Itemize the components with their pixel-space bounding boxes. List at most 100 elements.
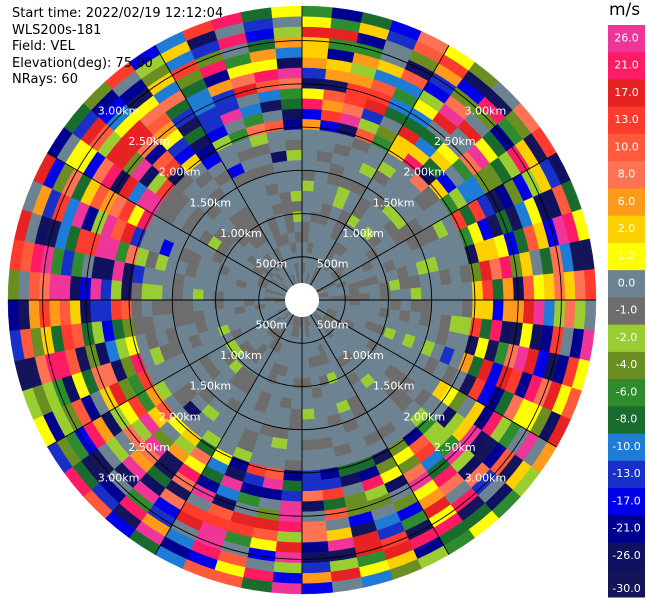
velocity-bin [223,291,235,301]
azimuth-spoke [154,299,303,555]
velocity-bin [522,299,535,325]
velocity-bin [301,159,317,172]
velocity-bin [161,285,174,301]
colorbar-swatch [608,106,645,135]
range-ring-label: 1.00km [342,349,384,362]
velocity-bin [182,274,196,289]
velocity-bin [400,299,412,312]
velocity-bin [441,284,453,301]
velocity-bin [339,294,350,301]
colorbar-swatch [608,542,645,571]
velocity-bin [203,309,216,321]
colorbar: 26.0 21.0 17.0 13.0 10.0 8.0 6.0 2.0 1.0 0.0 -1.0 -… [608,25,645,598]
range-ring-label: 500m [256,257,288,270]
velocity-bin [277,520,303,533]
azimuth-spokes [8,6,596,594]
velocity-bin [359,292,371,301]
velocity-bin [193,310,206,323]
velocity-bin [301,36,330,49]
colorbar-tick-label: 13.0 [614,113,639,126]
velocity-bin [28,271,41,301]
velocity-bin [301,500,325,513]
velocity-bin [301,337,308,348]
velocity-bin [313,180,328,194]
velocity-bin [312,396,325,409]
colorbar-tick-label: 26.0 [614,31,639,44]
colorbar-tick-label: 10.0 [614,140,639,153]
range-ring-label: 3.00km [465,105,507,118]
velocity-bin [243,299,255,307]
velocity-bin [192,288,204,301]
velocity-bin [280,98,303,110]
colorbar-tick-label: -13.0 [612,467,640,480]
nrays-text: NRays: 60 [12,72,78,87]
velocity-bin [161,299,174,315]
velocity-bin [553,272,566,301]
velocity-bin [233,299,245,308]
colorbar-tick-label: -17.0 [612,494,640,507]
velocity-bin [311,386,323,399]
velocity-bin [573,270,586,301]
instrument-text: WLS200s-181 [12,22,102,38]
range-ring-label: 2.00km [404,410,446,423]
range-ring-label: 1.50km [190,196,232,209]
colorbar-tick-label: -10.0 [612,440,640,453]
velocity-bin [293,221,303,233]
colorbar-swatch [608,488,645,516]
velocity-bin [441,299,453,316]
velocity-bin [301,347,309,359]
velocity-bin [543,273,556,301]
colorbar-swatch [608,133,645,162]
velocity-bin [120,299,133,320]
azimuth-spoke [154,45,303,301]
velocity-bin [573,299,586,330]
velocity-bin [301,57,328,70]
velocity-bin [120,280,133,301]
azimuth-spoke [301,152,557,301]
velocity-bin [141,282,153,301]
velocity-bin [583,299,597,331]
colorbar-tick-label: 6.0 [618,195,636,208]
velocity-bin [294,231,303,243]
range-ring-label: 2.50km [128,441,170,454]
velocity-bin [410,287,422,301]
velocity-bin [281,201,293,214]
velocity-bin [276,57,303,70]
velocity-bin [553,299,566,328]
velocity-bin [202,299,214,311]
velocity-bin [301,439,318,451]
velocity-bin [59,274,72,301]
range-ring-label: 1.00km [220,227,262,240]
velocity-bin [151,299,163,316]
colorbar-tick-label: -30.0 [612,582,640,595]
velocity-bin [301,108,323,121]
velocity-bin [301,561,331,574]
velocity-bin [492,299,504,322]
colorbar-swatch [608,460,645,489]
velocity-bin [280,490,303,502]
velocity-bin [48,299,61,327]
colorbar-tick-label: 8.0 [618,168,636,181]
colorbar-swatch [608,569,645,598]
velocity-bin [110,299,123,321]
velocity-bin [583,269,597,301]
velocity-bin [212,290,225,301]
velocity-bin [287,428,303,441]
colorbar-tick-label: -2.0 [616,331,637,344]
velocity-bin [301,5,333,19]
velocity-bin [141,299,153,318]
velocity-bin [223,299,235,309]
azimuth-spoke [301,299,450,555]
colorbar-tick-label: -6.0 [616,385,637,398]
velocity-bin [48,273,61,301]
velocity-bin [301,169,316,182]
velocity-bin [301,571,332,584]
colorbar-tick-label: 17.0 [614,86,639,99]
velocity-bin [171,299,184,314]
velocity-bins [7,5,597,595]
velocity-bin [100,278,112,301]
velocity-bin [451,299,463,318]
velocity-bin [301,26,331,39]
velocity-bin [379,290,392,301]
